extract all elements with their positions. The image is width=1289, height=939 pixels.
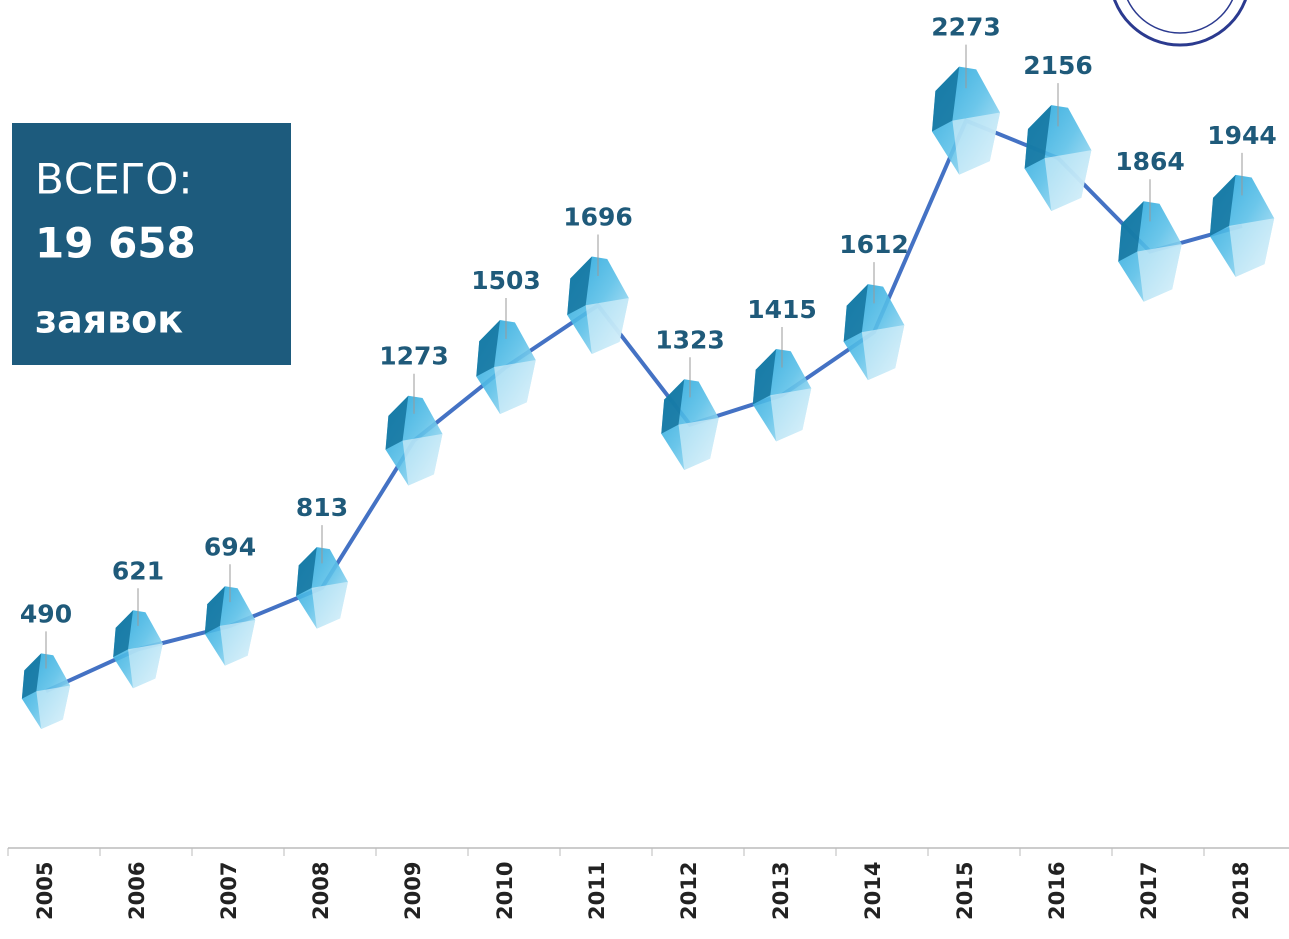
data-label: 1503 bbox=[471, 266, 541, 295]
data-label: 2156 bbox=[1023, 51, 1093, 80]
data-label: 1944 bbox=[1207, 121, 1277, 150]
x-tick-label: 2006 bbox=[125, 862, 149, 920]
x-tick-label: 2012 bbox=[677, 862, 701, 920]
data-label: 1273 bbox=[379, 342, 449, 371]
crystal-facet bbox=[952, 113, 1000, 175]
x-tick-label: 2015 bbox=[953, 862, 977, 920]
x-tick-label: 2013 bbox=[769, 862, 793, 920]
data-label: 1864 bbox=[1115, 147, 1185, 176]
data-label: 490 bbox=[20, 599, 72, 628]
x-tick-label: 2007 bbox=[217, 862, 241, 920]
x-tick-label: 2016 bbox=[1045, 862, 1069, 920]
crystal-facet bbox=[586, 298, 629, 354]
chart: ВСЕГО: 19 658 заявок 2005 2006 2007 2008 200… bbox=[0, 0, 1289, 935]
data-label: 694 bbox=[204, 532, 256, 561]
data-label: 621 bbox=[112, 556, 164, 585]
x-tick-label: 2017 bbox=[1137, 862, 1161, 920]
crystal-facet bbox=[403, 434, 443, 486]
crystal-facet bbox=[36, 686, 70, 729]
crystal-facet bbox=[1045, 150, 1092, 211]
crystal-facet bbox=[679, 418, 719, 470]
crystal-facet bbox=[770, 388, 811, 441]
data-label: 1696 bbox=[563, 203, 633, 232]
x-tick-label: 2010 bbox=[493, 862, 517, 920]
crystal-facet bbox=[128, 643, 163, 688]
data-label: 2273 bbox=[931, 13, 1001, 42]
crystal-facet bbox=[494, 360, 536, 414]
x-tick-label: 2011 bbox=[585, 862, 609, 920]
x-tick-label: 2009 bbox=[401, 862, 425, 920]
crystal-facet bbox=[1137, 244, 1181, 302]
summary-total: 19 658 bbox=[35, 219, 196, 268]
data-label: 1612 bbox=[839, 230, 909, 259]
crystal-facet bbox=[220, 620, 255, 666]
crystal-facet bbox=[1229, 218, 1274, 277]
data-label: 1415 bbox=[747, 295, 817, 324]
crystal-facet bbox=[312, 582, 348, 629]
data-label: 813 bbox=[296, 493, 348, 522]
crystal-facet bbox=[862, 325, 904, 380]
x-tick-label: 2018 bbox=[1229, 862, 1253, 920]
x-tick-label: 2008 bbox=[309, 862, 333, 920]
summary-unit: заявок bbox=[35, 298, 183, 342]
x-tick-label: 2014 bbox=[861, 862, 885, 920]
x-tick-label: 2005 bbox=[33, 862, 57, 920]
summary-label: ВСЕГО: bbox=[35, 155, 193, 204]
data-label: 1323 bbox=[655, 325, 725, 354]
